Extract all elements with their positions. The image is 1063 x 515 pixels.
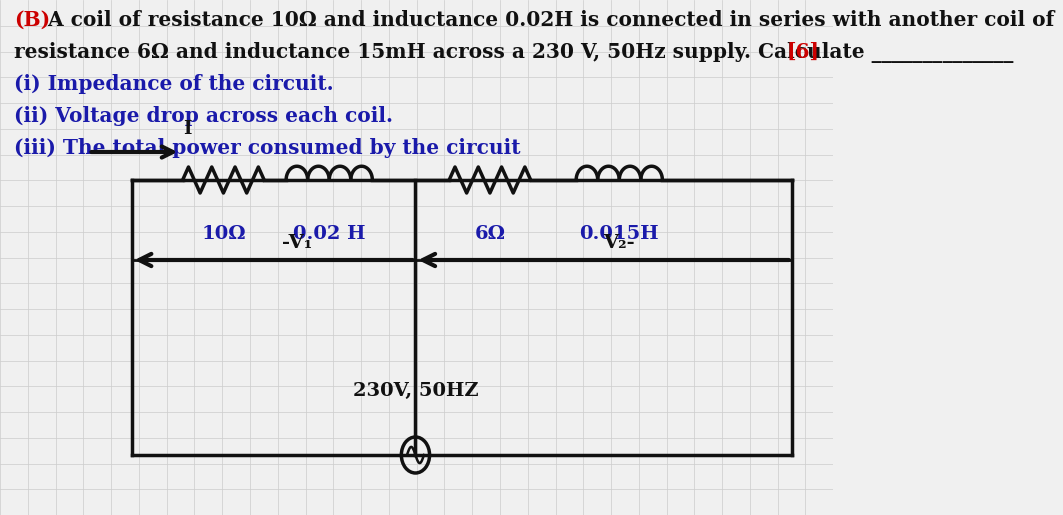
Text: (ii) Voltage drop across each coil.: (ii) Voltage drop across each coil.: [14, 106, 393, 126]
Text: (B): (B): [14, 10, 50, 30]
Text: resistance 6Ω and inductance 15mH across a 230 V, 50Hz supply. Calculate _______: resistance 6Ω and inductance 15mH across…: [14, 42, 1013, 63]
Text: 10Ω: 10Ω: [201, 225, 246, 243]
Text: A coil of resistance 10Ω and inductance 0.02H is connected in series with anothe: A coil of resistance 10Ω and inductance …: [40, 10, 1054, 30]
Text: [6]: [6]: [787, 42, 820, 62]
Text: V₂-: V₂-: [604, 234, 635, 252]
Text: -V₁: -V₁: [282, 234, 313, 252]
Text: 0.02 H: 0.02 H: [293, 225, 366, 243]
Text: 230V, 50HZ: 230V, 50HZ: [353, 382, 478, 400]
Text: 6Ω: 6Ω: [474, 225, 505, 243]
Text: I: I: [184, 120, 192, 138]
Text: 0.015H: 0.015H: [579, 225, 659, 243]
Text: (iii) The total power consumed by the circuit: (iii) The total power consumed by the ci…: [14, 138, 521, 158]
Text: (i) Impedance of the circuit.: (i) Impedance of the circuit.: [14, 74, 334, 94]
